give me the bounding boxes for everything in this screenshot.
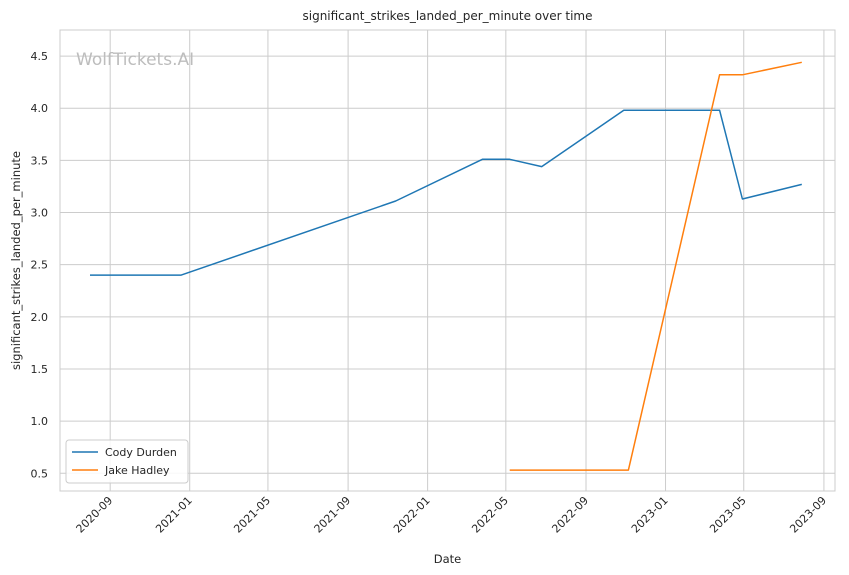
grid — [60, 30, 835, 491]
legend-label: Cody Durden — [105, 446, 177, 459]
x-tick-label: 2023-01 — [629, 494, 671, 536]
series-layer — [90, 61, 802, 471]
x-tick-label: 2022-01 — [391, 494, 433, 536]
x-tick-label: 2023-05 — [707, 494, 749, 536]
plot-area — [59, 29, 836, 492]
y-tick-label: 1.5 — [31, 363, 49, 376]
x-tick-label: 2023-09 — [787, 494, 829, 536]
y-tick-label: 2.5 — [31, 259, 49, 272]
legend-label: Jake Hadley — [104, 464, 170, 477]
x-tick-label: 2022-09 — [549, 494, 591, 536]
chart-title: significant_strikes_landed_per_minute ov… — [302, 9, 592, 23]
x-tick-label: 2021-01 — [153, 494, 195, 536]
x-tick-label: 2021-05 — [231, 494, 273, 536]
y-tick-label: 0.5 — [31, 467, 49, 480]
legend: Cody Durden Jake Hadley — [65, 439, 189, 484]
series-line-jake-hadley — [509, 61, 802, 471]
y-tick-label: 4.0 — [31, 102, 49, 115]
y-tick-label: 3.0 — [31, 207, 49, 220]
legend-box — [65, 439, 189, 484]
x-tick-label: 2022-05 — [469, 494, 511, 536]
y-axis-title: significant_strikes_landed_per_minute — [9, 151, 23, 370]
x-tick-label: 2020-09 — [74, 494, 116, 536]
x-axis-title: Date — [434, 552, 462, 566]
y-tick-label: 3.5 — [31, 154, 49, 167]
y-tick-label: 2.0 — [31, 311, 49, 324]
watermark: WolfTickets.AI — [76, 50, 194, 70]
y-tick-label: 1.0 — [31, 415, 49, 428]
x-tick-label: 2021-09 — [312, 494, 354, 536]
series-line-cody-durden — [90, 109, 802, 276]
y-tick-label: 4.5 — [31, 50, 49, 63]
